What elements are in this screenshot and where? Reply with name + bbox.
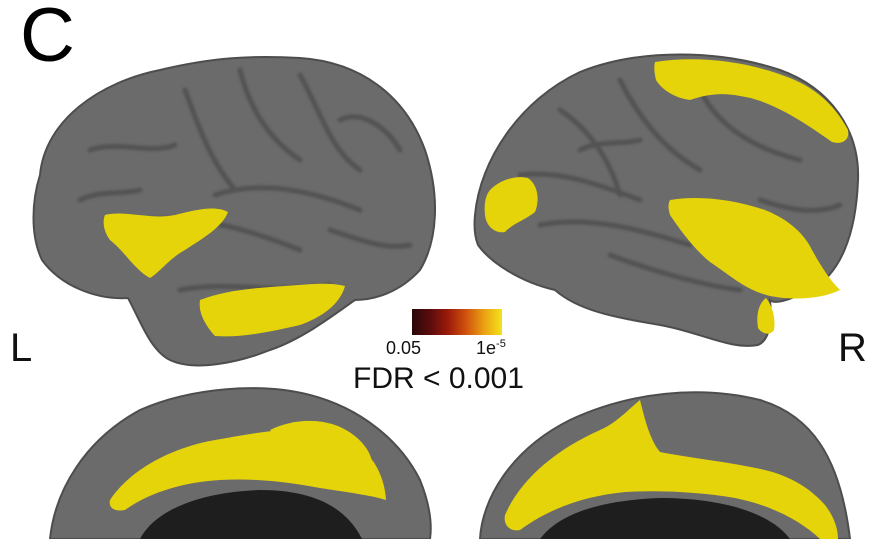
left-activation-ifg: [103, 208, 228, 278]
colorbar-max-base: 1e: [476, 338, 497, 358]
colorbar-max-exponent: -5: [496, 338, 506, 350]
right-lateral-hemisphere: [473, 53, 860, 347]
threshold-label: FDR < 0.001: [353, 362, 524, 395]
left-activation-upper: [270, 420, 372, 462]
right-activation-frontal-pole: [484, 177, 538, 233]
left-lateral-hemisphere: [32, 55, 436, 367]
panel-letter: C: [20, 0, 75, 78]
left-hemisphere-label: L: [10, 326, 33, 370]
colorbar-max-label: 1e-5: [476, 338, 506, 358]
right-activation-superior-temporal: [668, 198, 840, 299]
right-medial-wall: [540, 498, 790, 539]
right-medial-hemisphere: [478, 391, 852, 540]
colorbar: [412, 309, 502, 335]
left-medial-wall: [140, 490, 362, 539]
colorbar-min-label: 0.05: [386, 338, 422, 358]
left-activation-temporal: [199, 283, 345, 337]
right-hemisphere-label: R: [838, 326, 867, 370]
right-activation-frontal: [654, 59, 849, 143]
right-activation-cingulate: [504, 400, 838, 539]
left-medial-hemisphere: [48, 387, 432, 540]
right-activation-occipital-edge: [757, 298, 775, 334]
